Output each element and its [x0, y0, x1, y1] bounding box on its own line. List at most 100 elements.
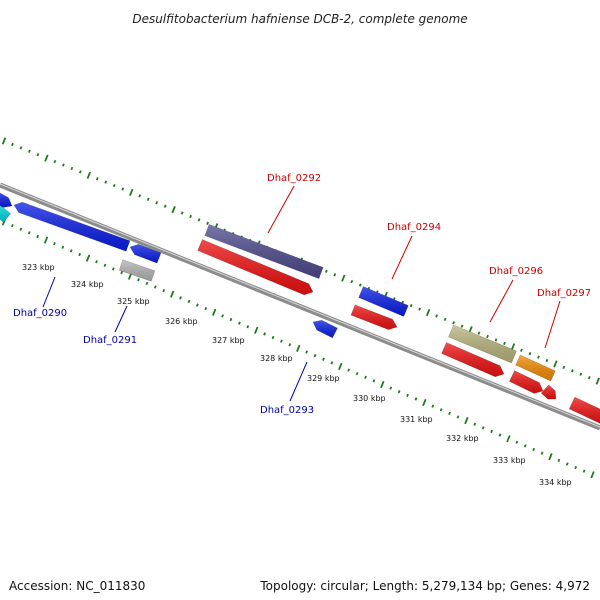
inner-minor-tick	[540, 451, 544, 455]
outer-minor-tick	[587, 376, 591, 380]
outer-minor-tick	[36, 153, 40, 157]
topology-summary: Topology: circular; Length: 5,279,134 bp…	[260, 579, 590, 593]
outer-minor-tick	[112, 183, 116, 188]
inner-minor-tick	[27, 231, 31, 235]
leader-dhaf-0292	[267, 185, 295, 234]
inner-minor-tick	[246, 325, 250, 329]
outer-minor-tick	[53, 159, 57, 164]
outer-major-tick	[171, 206, 176, 214]
genome-backbone	[0, 182, 600, 431]
inner-minor-tick	[347, 368, 351, 372]
inner-minor-tick	[288, 343, 292, 347]
leader-dhaf-0296	[489, 279, 514, 323]
inner-minor-tick	[153, 285, 157, 289]
inner-major-tick	[85, 254, 91, 262]
tick-label-327: 327 kbp	[212, 336, 245, 345]
inner-minor-tick	[120, 270, 124, 275]
gene-label-dhaf-0294: Dhaf_0294	[387, 222, 441, 233]
inner-major-tick	[464, 417, 469, 425]
feature-red-edge-shading	[569, 397, 600, 424]
outer-minor-tick	[443, 317, 447, 322]
outer-minor-tick	[206, 221, 209, 225]
inner-minor-tick	[490, 429, 493, 434]
outer-minor-tick	[155, 201, 159, 205]
outer-minor-tick	[138, 194, 142, 198]
feature-blue-partial-shading	[0, 192, 12, 208]
feature-dhaf-0297-shading	[515, 355, 556, 381]
inner-minor-tick	[111, 267, 115, 271]
inner-minor-tick	[196, 303, 199, 307]
inner-minor-tick	[355, 372, 359, 376]
inner-minor-tick	[69, 249, 73, 253]
inner-minor-tick	[61, 245, 65, 249]
outer-minor-tick	[28, 149, 31, 153]
leader-dhaf-0291	[114, 305, 128, 333]
inner-minor-tick	[406, 393, 409, 397]
inner-major-tick	[338, 362, 343, 371]
inner-minor-tick	[179, 296, 182, 300]
tick-label-328: 328 kbp	[260, 354, 293, 363]
outer-minor-tick	[358, 283, 362, 287]
inner-minor-tick	[515, 440, 519, 444]
inner-minor-tick	[221, 314, 224, 318]
inner-minor-tick	[322, 357, 325, 361]
leader-dhaf-0297	[544, 300, 561, 349]
inner-minor-tick	[414, 397, 418, 401]
gene-label-dhaf-0293: Dhaf_0293	[260, 405, 314, 416]
inner-minor-tick	[11, 223, 14, 228]
outer-minor-tick	[460, 324, 464, 328]
accession-text: Accession: NC_011830	[9, 579, 146, 593]
outer-major-tick	[425, 308, 431, 317]
tick-label-331: 331 kbp	[400, 415, 433, 424]
tick-label-323: 323 kbp	[22, 263, 55, 272]
gene-label-dhaf-0292: Dhaf_0292	[267, 173, 321, 184]
tick-label-333: 333 kbp	[493, 456, 526, 465]
outer-minor-tick	[62, 163, 65, 167]
inner-minor-tick	[19, 227, 23, 231]
inner-minor-tick	[456, 415, 460, 419]
gene-label-dhaf-0290: Dhaf_0290	[13, 308, 67, 319]
inner-minor-tick	[162, 288, 166, 293]
inner-minor-tick	[305, 350, 309, 354]
outer-minor-tick	[528, 352, 532, 356]
inner-minor-tick	[78, 252, 82, 257]
inner-minor-tick	[263, 332, 266, 336]
inner-minor-tick	[431, 404, 435, 408]
inner-major-tick	[548, 453, 553, 461]
outer-minor-tick	[146, 197, 150, 201]
inner-minor-tick	[389, 386, 393, 390]
inner-minor-tick	[557, 458, 561, 462]
inner-major-tick	[43, 236, 49, 244]
outer-major-tick	[341, 274, 346, 282]
outer-minor-tick	[163, 204, 167, 208]
outer-minor-tick	[452, 321, 455, 325]
outer-minor-tick	[562, 365, 566, 370]
outer-minor-tick	[409, 304, 413, 308]
feature-dhaf-0291-shading	[119, 259, 155, 282]
outer-major-tick	[595, 377, 600, 385]
inner-minor-tick	[532, 447, 536, 452]
tick-label-332: 332 kbp	[446, 434, 479, 443]
inner-minor-tick	[523, 444, 527, 448]
outer-minor-tick	[19, 146, 23, 150]
outer-minor-tick	[537, 355, 540, 359]
outer-major-tick	[510, 343, 516, 351]
leader-dhaf-0294	[391, 235, 413, 280]
inner-minor-tick	[137, 278, 140, 282]
outer-minor-tick	[477, 331, 481, 335]
inner-major-tick	[506, 435, 511, 443]
outer-minor-tick	[545, 358, 549, 363]
inner-minor-tick	[238, 321, 241, 325]
tick-label-325: 325 kbp	[117, 297, 150, 306]
inner-minor-tick	[229, 317, 233, 322]
outer-minor-tick	[180, 211, 184, 215]
outer-minor-tick	[78, 170, 82, 174]
inner-minor-tick	[481, 426, 485, 430]
tick-label-330: 330 kbp	[353, 394, 386, 403]
feature-cyan-0289-shading	[0, 204, 11, 223]
inner-minor-tick	[313, 353, 317, 358]
outer-minor-tick	[121, 187, 125, 191]
tick-label-329: 329 kbp	[307, 374, 340, 383]
feature-red-0292-shading	[197, 239, 313, 295]
outer-minor-tick	[579, 372, 583, 376]
